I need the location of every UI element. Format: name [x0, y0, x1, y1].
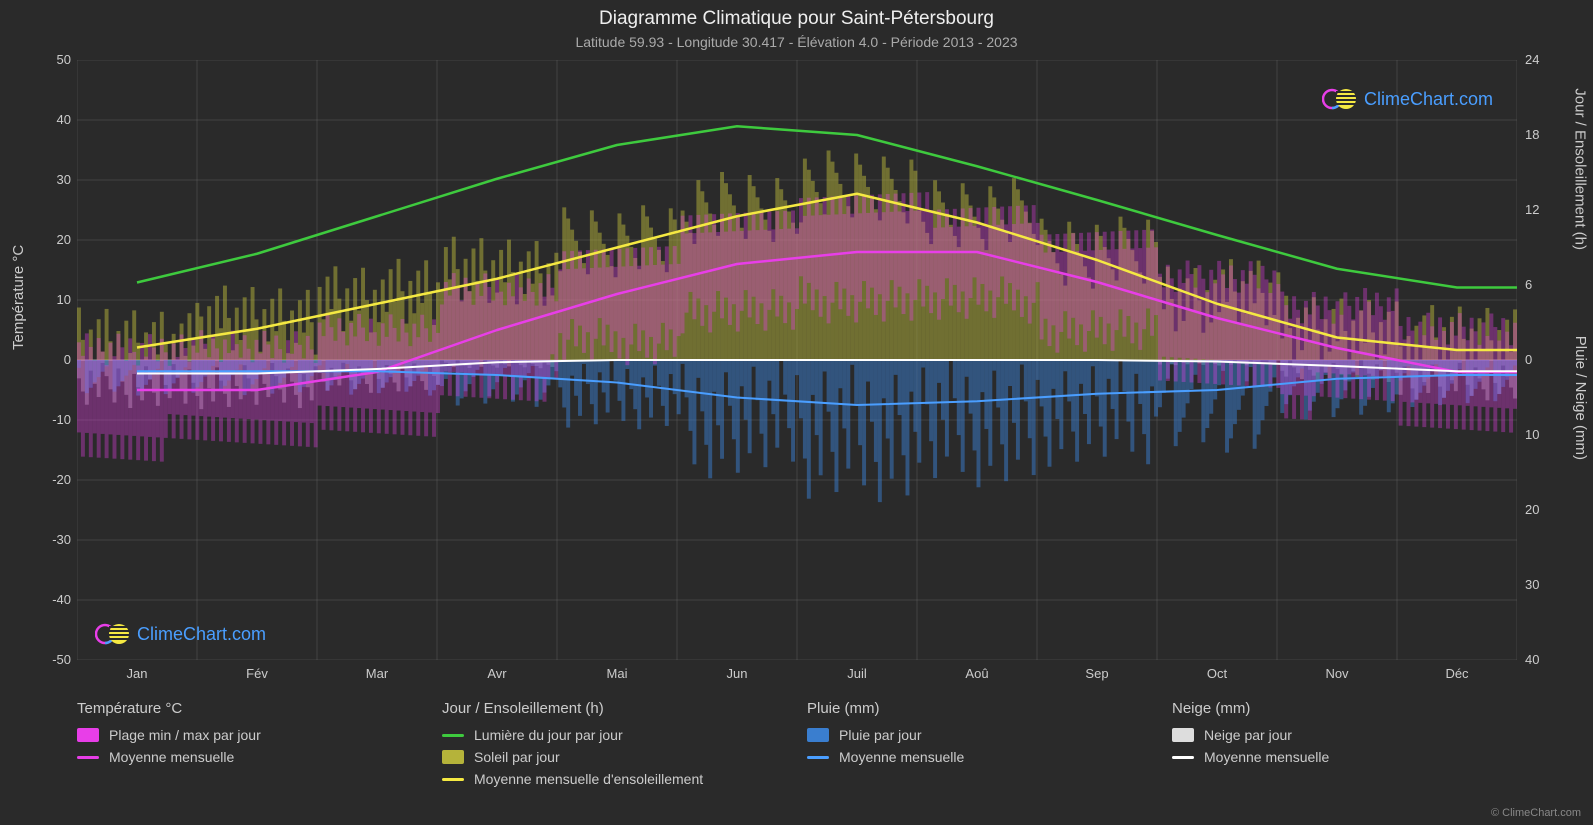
legend: Température °C Plage min / max par jour M…	[77, 700, 1517, 793]
x-tick-month: Fév	[227, 666, 287, 681]
legend-col-temperature: Température °C Plage min / max par jour M…	[77, 700, 422, 793]
y-tick-right-hours: 12	[1525, 202, 1565, 217]
legend-swatch-icon	[77, 728, 99, 742]
x-tick-month: Nov	[1307, 666, 1367, 681]
y-tick-right-hours: 6	[1525, 277, 1565, 292]
legend-swatch-icon	[1172, 728, 1194, 742]
logo-icon	[95, 620, 131, 648]
y-tick-left: -40	[31, 592, 71, 607]
y-tick-left: 10	[31, 292, 71, 307]
y-tick-left: 50	[31, 52, 71, 67]
legend-item: Soleil par jour	[442, 749, 787, 765]
legend-label: Pluie par jour	[839, 727, 922, 743]
legend-item: Moyenne mensuelle d'ensoleillement	[442, 771, 787, 787]
legend-title: Neige (mm)	[1172, 700, 1517, 717]
watermark-logo-bottom: ClimeChart.com	[95, 620, 266, 648]
chart-svg	[77, 60, 1517, 660]
legend-item: Plage min / max par jour	[77, 727, 422, 743]
y-tick-left: 20	[31, 232, 71, 247]
watermark-text: ClimeChart.com	[1364, 89, 1493, 110]
legend-label: Moyenne mensuelle	[1204, 749, 1329, 765]
legend-label: Moyenne mensuelle d'ensoleillement	[474, 771, 703, 787]
legend-swatch-icon	[442, 750, 464, 764]
legend-item: Moyenne mensuelle	[807, 749, 1152, 765]
legend-title: Température °C	[77, 700, 422, 717]
legend-line-icon	[77, 756, 99, 759]
legend-title: Pluie (mm)	[807, 700, 1152, 717]
x-tick-month: Juil	[827, 666, 887, 681]
x-tick-month: Sep	[1067, 666, 1127, 681]
y-tick-left: -30	[31, 532, 71, 547]
y-tick-left: -20	[31, 472, 71, 487]
legend-item: Neige par jour	[1172, 727, 1517, 743]
chart-subtitle: Latitude 59.93 - Longitude 30.417 - Élév…	[0, 30, 1593, 50]
y-tick-left: -50	[31, 652, 71, 667]
legend-label: Moyenne mensuelle	[839, 749, 964, 765]
legend-line-icon	[442, 778, 464, 781]
y-axis-right-bottom-label: Pluie / Neige (mm)	[1572, 336, 1589, 460]
legend-col-snow: Neige (mm) Neige par jour Moyenne mensuel…	[1172, 700, 1517, 793]
legend-line-icon	[442, 734, 464, 737]
legend-swatch-icon	[807, 728, 829, 742]
x-tick-month: Jun	[707, 666, 767, 681]
copyright-text: © ClimeChart.com	[1491, 807, 1581, 819]
y-axis-right-top-label: Jour / Ensoleillement (h)	[1572, 88, 1589, 250]
x-tick-month: Mai	[587, 666, 647, 681]
y-tick-left: 40	[31, 112, 71, 127]
y-tick-left: 0	[31, 352, 71, 367]
x-tick-month: Déc	[1427, 666, 1487, 681]
legend-line-icon	[807, 756, 829, 759]
chart-title: Diagramme Climatique pour Saint-Pétersbo…	[0, 0, 1593, 30]
y-tick-left: 30	[31, 172, 71, 187]
legend-col-daylight: Jour / Ensoleillement (h) Lumière du jou…	[442, 700, 787, 793]
y-tick-right-hours: 0	[1525, 352, 1565, 367]
y-tick-right-hours: 18	[1525, 127, 1565, 142]
y-tick-right-mm: 30	[1525, 577, 1565, 592]
y-tick-right-mm: 40	[1525, 652, 1565, 667]
y-tick-right-hours: 24	[1525, 52, 1565, 67]
legend-item: Lumière du jour par jour	[442, 727, 787, 743]
legend-item: Moyenne mensuelle	[1172, 749, 1517, 765]
logo-icon	[1322, 85, 1358, 113]
watermark-text: ClimeChart.com	[137, 624, 266, 645]
x-tick-month: Mar	[347, 666, 407, 681]
legend-label: Neige par jour	[1204, 727, 1292, 743]
legend-label: Soleil par jour	[474, 749, 560, 765]
legend-label: Lumière du jour par jour	[474, 727, 623, 743]
x-tick-month: Jan	[107, 666, 167, 681]
legend-col-rain: Pluie (mm) Pluie par jour Moyenne mensuel…	[807, 700, 1152, 793]
y-tick-right-mm: 10	[1525, 427, 1565, 442]
legend-label: Moyenne mensuelle	[109, 749, 234, 765]
chart-plot-area	[77, 60, 1517, 660]
watermark-logo-top: ClimeChart.com	[1322, 85, 1493, 113]
legend-line-icon	[1172, 756, 1194, 759]
legend-item: Pluie par jour	[807, 727, 1152, 743]
y-tick-left: -10	[31, 412, 71, 427]
x-tick-month: Avr	[467, 666, 527, 681]
legend-item: Moyenne mensuelle	[77, 749, 422, 765]
legend-title: Jour / Ensoleillement (h)	[442, 700, 787, 717]
x-tick-month: Aoû	[947, 666, 1007, 681]
x-tick-month: Oct	[1187, 666, 1247, 681]
y-tick-right-mm: 20	[1525, 502, 1565, 517]
y-axis-left-label: Température °C	[10, 245, 27, 350]
legend-label: Plage min / max par jour	[109, 727, 261, 743]
